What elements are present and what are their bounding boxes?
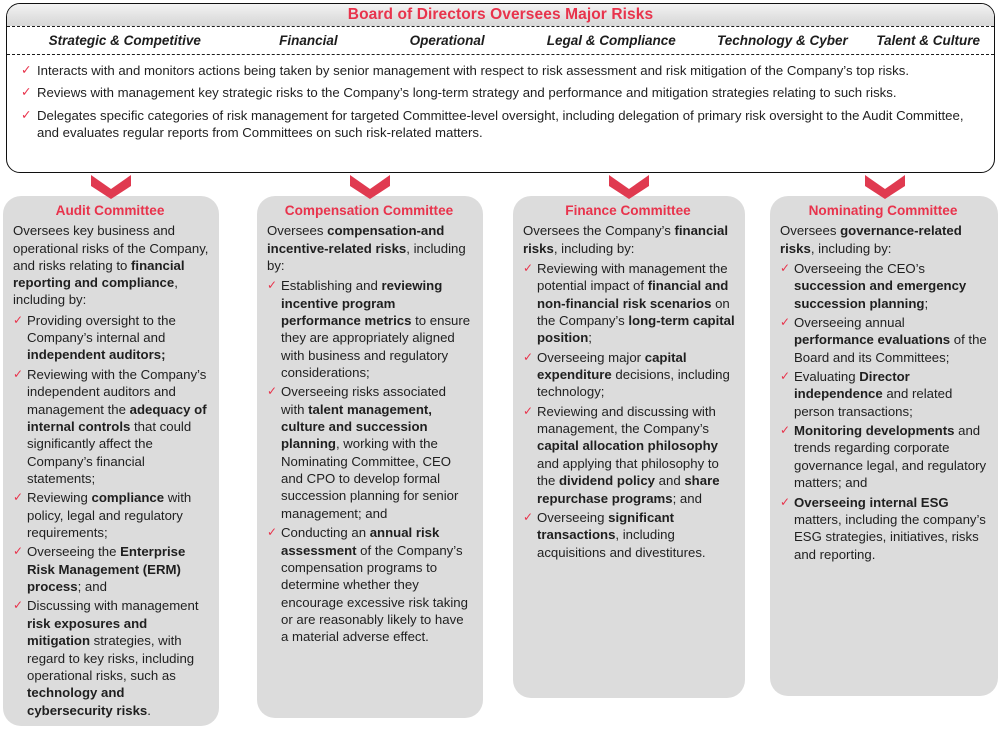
- committee-bullet-list: ✓ Providing oversight to the Company’s in…: [11, 312, 209, 719]
- committee-intro: Oversees key business and operational ri…: [13, 223, 209, 308]
- risk-category-operational: Operational: [409, 33, 485, 48]
- check-icon: ✓: [267, 278, 278, 293]
- committee-title: Audit Committee: [55, 203, 165, 218]
- list-item: ✓ Overseeing risks associated with talent…: [265, 383, 473, 522]
- check-icon: ✓: [780, 423, 791, 438]
- check-icon: ✓: [267, 525, 278, 540]
- risk-category-financial: Financial: [279, 33, 338, 48]
- committee-card-audit: Audit Committee Oversees key business an…: [3, 196, 219, 726]
- committee-card-finance: Finance Committee Oversees the Company’s…: [513, 196, 745, 698]
- check-icon: ✓: [523, 260, 534, 275]
- committee-bullet-text: Conducting an annual risk assessment of …: [281, 525, 468, 645]
- risk-category-technology-cyber: Technology & Cyber: [717, 33, 848, 48]
- check-icon: ✓: [780, 314, 791, 329]
- committee-card-compensation: Compensation Committee Oversees compensa…: [257, 196, 483, 718]
- list-item: ✓ Conducting an annual risk assessment of…: [265, 524, 473, 646]
- list-item: ✓ Providing oversight to the Company’s in…: [11, 312, 209, 364]
- check-icon: ✓: [267, 384, 278, 399]
- committee-bullet-text: Overseeing major capital expenditure dec…: [537, 349, 730, 400]
- risk-category-row: Strategic & Competitive Financial Operat…: [7, 26, 994, 55]
- list-item: ✓ Overseeing major capital expenditure de…: [521, 349, 735, 401]
- committee-bullet-text: Establishing and reviewing incentive pro…: [281, 278, 471, 380]
- risk-category-strategic-competitive: Strategic & Competitive: [48, 33, 201, 48]
- committee-bullet-text: Overseeing annual performance evaluation…: [794, 314, 987, 365]
- committee-bullet-text: Overseeing significant transactions, inc…: [537, 509, 706, 560]
- committee-bullet-text: Discussing with management risk exposure…: [27, 598, 199, 718]
- risk-category-legal-compliance: Legal & Compliance: [546, 33, 676, 48]
- check-icon: ✓: [780, 369, 791, 384]
- check-icon: ✓: [13, 366, 24, 381]
- committee-bullet-text: Overseeing the CEO’s succession and emer…: [794, 260, 967, 311]
- committee-bullet-list: ✓ Overseeing the CEO’s succession and eme…: [778, 260, 988, 563]
- committee-cards: Audit Committee Oversees key business an…: [0, 196, 1001, 729]
- committee-bullet-text: Providing oversight to the Company’s int…: [27, 312, 176, 363]
- committee-bullet-text: Overseeing the Enterprise Risk Managemen…: [27, 544, 186, 595]
- check-icon: ✓: [523, 509, 534, 524]
- check-icon: ✓: [523, 349, 534, 364]
- check-icon: ✓: [523, 403, 534, 418]
- list-item: ✓ Overseeing internal ESG matters, includ…: [778, 494, 988, 563]
- list-item: ✓ Overseeing annual performance evaluatio…: [778, 314, 988, 366]
- list-item: ✓ Reviewing and discussing with managemen…: [521, 403, 735, 507]
- check-icon: ✓: [21, 85, 32, 100]
- list-item: ✓ Reviews with management key strategic …: [19, 84, 978, 101]
- page-title: Board of Directors Oversees Major Risks: [347, 6, 654, 24]
- committee-title: Compensation Committee: [284, 203, 454, 218]
- list-item: ✓ Reviewing with management the potential…: [521, 260, 735, 347]
- committee-card-nominating: Nominating Committee Oversees governance…: [770, 196, 998, 696]
- check-icon: ✓: [780, 260, 791, 275]
- check-icon: ✓: [21, 63, 32, 77]
- list-item: ✓ Delegates specific categories of risk …: [19, 107, 978, 142]
- list-item: ✓ Reviewing compliance with policy, legal…: [11, 489, 209, 541]
- board-bullet-text: Reviews with management key strategic ri…: [37, 85, 897, 101]
- committee-title: Finance Committee: [565, 203, 691, 218]
- list-item: ✓ Overseeing significant transactions, in…: [521, 509, 735, 561]
- check-icon: ✓: [13, 598, 24, 613]
- committee-bullet-list: ✓ Reviewing with management the potential…: [521, 260, 735, 561]
- list-item: ✓ Evaluating Director independence and re…: [778, 368, 988, 420]
- committee-bullet-text: Overseeing risks associated with talent …: [281, 384, 459, 521]
- committee-bullet-text: Reviewing with the Company’s independent…: [27, 366, 207, 486]
- board-bullet-text: Interacts with and monitors actions bein…: [37, 63, 910, 78]
- list-item: ✓ Interacts with and monitors actions be…: [19, 62, 978, 79]
- check-icon: ✓: [13, 490, 24, 505]
- chevron-down-icon: [89, 174, 133, 200]
- board-bullet-list: ✓ Interacts with and monitors actions be…: [7, 55, 994, 142]
- board-oversight-box: Board of Directors Oversees Major Risks …: [6, 3, 995, 173]
- list-item: ✓ Discussing with management risk exposur…: [11, 597, 209, 719]
- check-icon: ✓: [21, 107, 32, 122]
- committee-title: Nominating Committee: [808, 203, 958, 218]
- committee-intro: Oversees compensation-and incentive-rela…: [267, 223, 466, 273]
- list-item: ✓ Monitoring developments and trends rega…: [778, 422, 988, 491]
- board-title-band: Board of Directors Oversees Major Risks: [7, 4, 994, 26]
- chevron-down-icon: [348, 174, 392, 200]
- chevron-down-icon: [863, 174, 907, 200]
- chevron-down-icon: [607, 174, 651, 200]
- check-icon: ✓: [780, 494, 791, 509]
- committee-bullet-text: Reviewing compliance with policy, legal …: [27, 490, 192, 541]
- committee-bullet-text: Evaluating Director independence and rel…: [794, 369, 953, 419]
- check-icon: ✓: [13, 544, 24, 559]
- committee-bullet-text: Monitoring developments and trends regar…: [794, 423, 987, 491]
- committee-bullet-list: ✓ Establishing and reviewing incentive pr…: [265, 277, 473, 646]
- list-item: ✓ Overseeing the Enterprise Risk Manageme…: [11, 543, 209, 595]
- risk-category-talent-culture: Talent & Culture: [876, 33, 980, 48]
- list-item: ✓ Overseeing the CEO’s succession and eme…: [778, 260, 988, 312]
- list-item: ✓ Reviewing with the Company’s independen…: [11, 366, 209, 488]
- board-bullet-text: Delegates specific categories of risk ma…: [37, 107, 964, 141]
- committee-bullet-text: Reviewing and discussing with management…: [537, 403, 720, 506]
- committee-bullet-text: Reviewing with management the potential …: [537, 260, 735, 346]
- list-item: ✓ Establishing and reviewing incentive pr…: [265, 277, 473, 381]
- committee-intro: Oversees governance-related risks, inclu…: [780, 223, 962, 256]
- committee-bullet-text: Overseeing internal ESG matters, includi…: [794, 494, 986, 562]
- committee-intro: Oversees the Company’s financial risks, …: [523, 223, 728, 256]
- check-icon: ✓: [13, 312, 24, 327]
